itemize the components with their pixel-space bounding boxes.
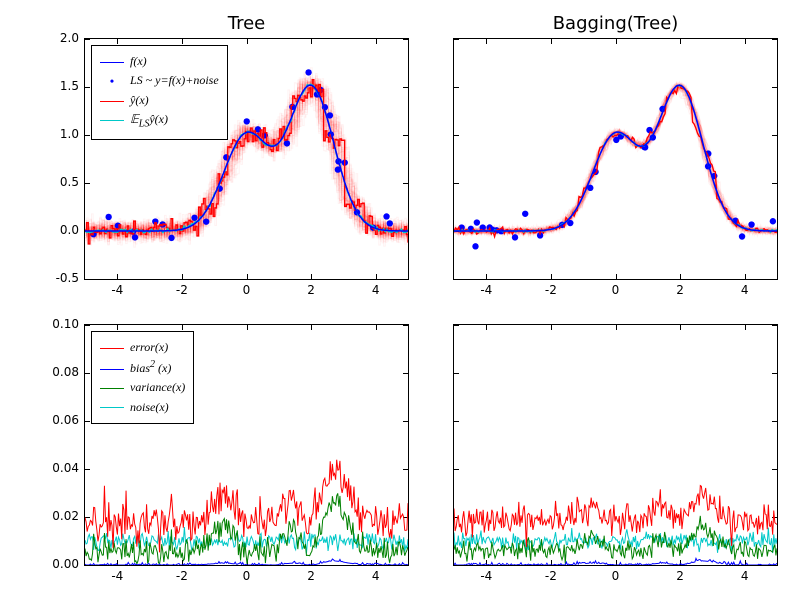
y-tick-label: 0.08 xyxy=(39,365,79,379)
x-tick-label: 2 xyxy=(668,569,692,583)
legend-item: ŷ(x) xyxy=(100,91,219,110)
legend-item: variance(x) xyxy=(100,378,185,397)
x-tick-label: 0 xyxy=(235,569,259,583)
legend-label: 𝔼LSŷ(x) xyxy=(130,112,168,126)
legend-label: LS ~ y=f(x)+noise xyxy=(130,73,219,87)
legend-swatch-line xyxy=(100,407,124,408)
sample-dot xyxy=(132,234,138,240)
x-tick-label: 4 xyxy=(733,283,757,297)
legend-swatch-line xyxy=(100,62,124,63)
x-tick-label: -4 xyxy=(105,569,129,583)
sample-dot xyxy=(105,214,111,220)
sample-dot xyxy=(191,215,197,221)
x-tick-label: 2 xyxy=(668,283,692,297)
x-tick-label: -4 xyxy=(105,283,129,297)
x-tick-label: 4 xyxy=(364,283,388,297)
panel-title: Tree xyxy=(85,13,408,34)
plot-canvas xyxy=(454,325,777,565)
x-tick-label: 0 xyxy=(235,283,259,297)
sample-dot xyxy=(387,220,393,226)
x-tick-label: -2 xyxy=(539,569,563,583)
legend-label: error(x) xyxy=(130,340,168,354)
sample-dot xyxy=(613,137,619,143)
plot-canvas xyxy=(454,39,777,279)
y-tick-label: 0.0 xyxy=(39,223,79,237)
y-tick xyxy=(772,279,777,280)
legend: f(x) • LS ~ y=f(x)+noise ŷ(x) 𝔼LSŷ(x) xyxy=(91,45,228,140)
bias2-line xyxy=(454,558,777,565)
y-tick-label: 0.02 xyxy=(39,509,79,523)
x-tick-label: -2 xyxy=(170,283,194,297)
sample-dot xyxy=(474,219,480,225)
y-tick xyxy=(85,279,90,280)
sample-dot xyxy=(739,233,745,239)
legend-swatch-line xyxy=(100,348,124,349)
x-tick-label: -4 xyxy=(474,569,498,583)
legend-label: noise(x) xyxy=(130,400,169,414)
panel-0-1: Bagging(Tree)-4-2024 xyxy=(453,38,778,280)
sample-dot xyxy=(244,118,250,124)
x-tick-label: 2 xyxy=(299,283,323,297)
panel-0-0: Tree-4-2024-0.50.00.51.01.52.0f(x)•LS ~ … xyxy=(84,38,409,280)
y-tick-label: 0.00 xyxy=(39,557,79,571)
x-tick-label: -2 xyxy=(170,569,194,583)
x-tick-label: 4 xyxy=(733,569,757,583)
panel-1-1: -4-2024 xyxy=(453,324,778,566)
sample-dot xyxy=(284,140,290,146)
sample-dot xyxy=(383,213,389,219)
x-tick-label: -4 xyxy=(474,283,498,297)
legend-swatch-line xyxy=(100,120,124,121)
y-tick-label: -0.5 xyxy=(39,271,79,285)
legend-swatch-line xyxy=(100,369,124,370)
legend-item: 𝔼LSŷ(x) xyxy=(100,110,219,132)
sample-dot xyxy=(522,211,528,217)
y-tick-label: 0.06 xyxy=(39,413,79,427)
legend-label: ŷ(x) xyxy=(130,93,149,107)
legend-swatch-line xyxy=(100,388,124,389)
panel-1-0: -4-20240.000.020.040.060.080.10error(x)b… xyxy=(84,324,409,566)
sample-dot xyxy=(168,235,174,241)
y-tick-label: 1.5 xyxy=(39,79,79,93)
y-tick-label: 2.0 xyxy=(39,31,79,45)
y-tick xyxy=(772,565,777,566)
x-tick-label: 2 xyxy=(299,569,323,583)
y-tick xyxy=(85,565,90,566)
sample-dot xyxy=(472,243,478,249)
sample-dot xyxy=(770,218,776,224)
y-tick-label: 0.5 xyxy=(39,175,79,189)
y-tick xyxy=(454,279,459,280)
figure: Tree-4-2024-0.50.00.51.01.52.0f(x)•LS ~ … xyxy=(0,0,800,600)
legend-label: f(x) xyxy=(130,54,147,68)
y-tick xyxy=(454,565,459,566)
x-tick-label: -2 xyxy=(539,283,563,297)
sample-dot xyxy=(512,234,518,240)
legend-item: f(x) xyxy=(100,52,219,71)
panel-title: Bagging(Tree) xyxy=(454,13,777,34)
y-tick xyxy=(403,565,408,566)
y-tick-label: 0.04 xyxy=(39,461,79,475)
x-tick-label: 4 xyxy=(364,569,388,583)
legend-label: bias2 (x) xyxy=(130,361,171,375)
legend: error(x) bias2 (x) variance(x) noise(x) xyxy=(91,331,194,424)
sample-dot xyxy=(203,218,209,224)
y-tick-label: 1.0 xyxy=(39,127,79,141)
sample-dot xyxy=(305,69,311,75)
x-tick-label: 0 xyxy=(604,283,628,297)
legend-item: bias2 (x) xyxy=(100,357,185,378)
x-tick-label: 0 xyxy=(604,569,628,583)
legend-label: variance(x) xyxy=(130,380,185,394)
legend-item: noise(x) xyxy=(100,398,185,417)
legend-swatch-line xyxy=(100,101,124,102)
legend-item: • LS ~ y=f(x)+noise xyxy=(100,71,219,91)
legend-item: error(x) xyxy=(100,338,185,357)
y-tick-label: 0.10 xyxy=(39,317,79,331)
legend-swatch-dot: • xyxy=(100,72,124,91)
y-tick xyxy=(403,279,408,280)
sample-dot xyxy=(748,221,754,227)
